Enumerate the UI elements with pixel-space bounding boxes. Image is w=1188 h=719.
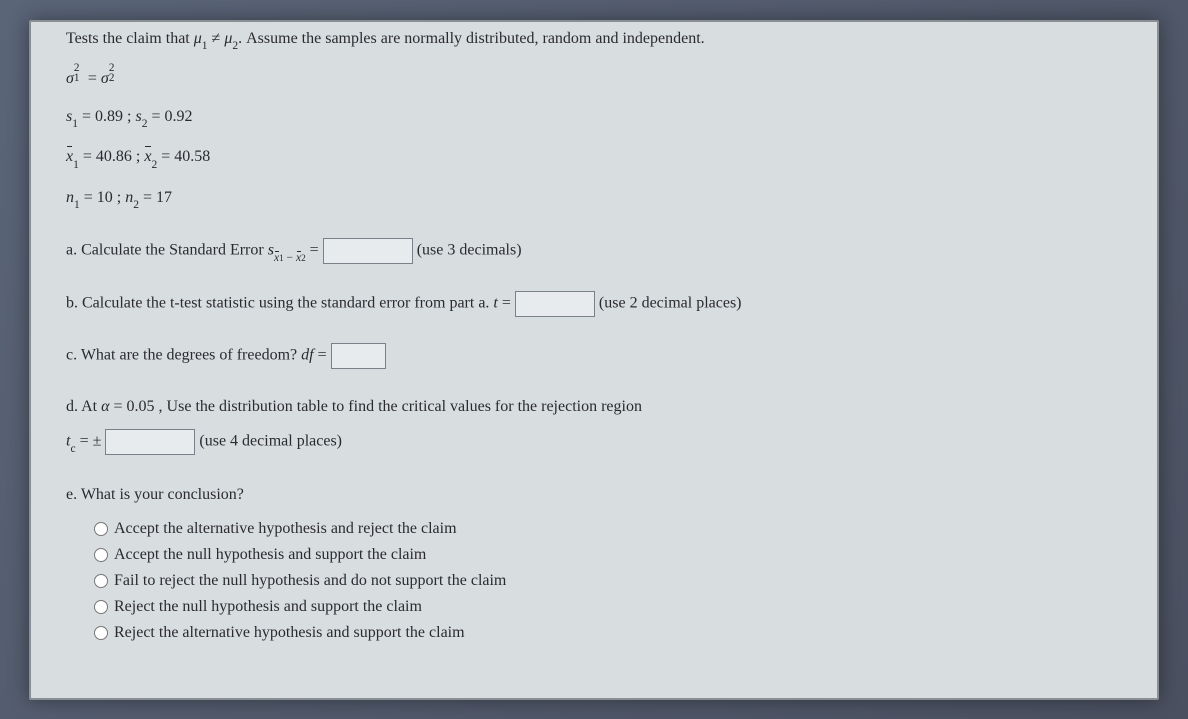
option-label-0: Accept the alternative hypothesis and re… <box>114 517 457 541</box>
part-d-tc-eq: = ± <box>80 433 106 450</box>
part-a-hint: (use 3 decimals) <box>417 242 522 259</box>
part-a-input[interactable] <box>323 238 413 264</box>
question-page: Tests the claim that μ1 ≠ μ2. Assume the… <box>29 20 1159 700</box>
part-c-eq: = <box>318 347 331 364</box>
question-content: Tests the claim that μ1 ≠ μ2. Assume the… <box>66 27 1112 645</box>
part-d-tc-sub: c <box>70 443 75 455</box>
part-b-tvar: t <box>493 295 497 312</box>
option-label-2: Fail to reject the null hypothesis and d… <box>114 569 506 593</box>
option-radio-0[interactable] <box>94 522 108 536</box>
part-c-dfvar: df <box>301 347 313 364</box>
option-row-4: Reject the alternative hypothesis and su… <box>94 621 1112 645</box>
part-c-text: c. What are the degrees of freedom? <box>66 347 301 364</box>
option-radio-3[interactable] <box>94 600 108 614</box>
part-d-input[interactable] <box>105 429 195 455</box>
xbar-line: x1 = 40.86 ; x2 = 40.58 <box>66 145 1112 171</box>
s-line: s1 = 0.89 ; s2 = 0.92 <box>66 105 1112 131</box>
part-b-text: b. Calculate the t-test statistic using … <box>66 295 493 312</box>
part-b: b. Calculate the t-test statistic using … <box>66 291 1112 317</box>
option-radio-4[interactable] <box>94 626 108 640</box>
part-d-line2: tc = ± (use 4 decimal places) <box>66 429 1112 456</box>
se-subscript: x1 − x2 <box>274 252 306 264</box>
option-radio-1[interactable] <box>94 548 108 562</box>
option-label-3: Reject the null hypothesis and support t… <box>114 595 422 619</box>
part-d-hint: (use 4 decimal places) <box>199 433 342 450</box>
part-b-eq: = <box>502 295 515 312</box>
option-row-2: Fail to reject the null hypothesis and d… <box>94 569 1112 593</box>
option-row-1: Accept the null hypothesis and support t… <box>94 543 1112 567</box>
variance-line: σ21 = σ22 <box>66 67 1112 91</box>
option-row-3: Reject the null hypothesis and support t… <box>94 595 1112 619</box>
part-a-eq: = <box>310 242 323 259</box>
part-b-hint: (use 2 decimal places) <box>599 295 742 312</box>
part-a: a. Calculate the Standard Error sx1 − x2… <box>66 238 1112 265</box>
part-e-question: e. What is your conclusion? <box>66 483 1112 507</box>
part-d-alpha: α <box>101 398 109 415</box>
option-row-0: Accept the alternative hypothesis and re… <box>94 517 1112 541</box>
part-c: c. What are the degrees of freedom? df = <box>66 343 1112 369</box>
part-c-input[interactable] <box>331 343 386 369</box>
intro-text: Tests the claim that μ1 ≠ μ2. Assume the… <box>66 30 705 47</box>
n-line: n1 = 10 ; n2 = 17 <box>66 186 1112 212</box>
part-b-input[interactable] <box>515 291 595 317</box>
option-label-4: Reject the alternative hypothesis and su… <box>114 621 465 645</box>
part-a-label: a. Calculate the Standard Error <box>66 242 268 259</box>
option-radio-2[interactable] <box>94 574 108 588</box>
part-e-options: Accept the alternative hypothesis and re… <box>66 517 1112 645</box>
part-d-line1: d. At α = 0.05 , Use the distribution ta… <box>66 395 1112 419</box>
part-d-alpha-val: = 0.05 , Use the distribution table to f… <box>114 398 642 415</box>
part-d-pre: d. At <box>66 398 101 415</box>
option-label-1: Accept the null hypothesis and support t… <box>114 543 426 567</box>
